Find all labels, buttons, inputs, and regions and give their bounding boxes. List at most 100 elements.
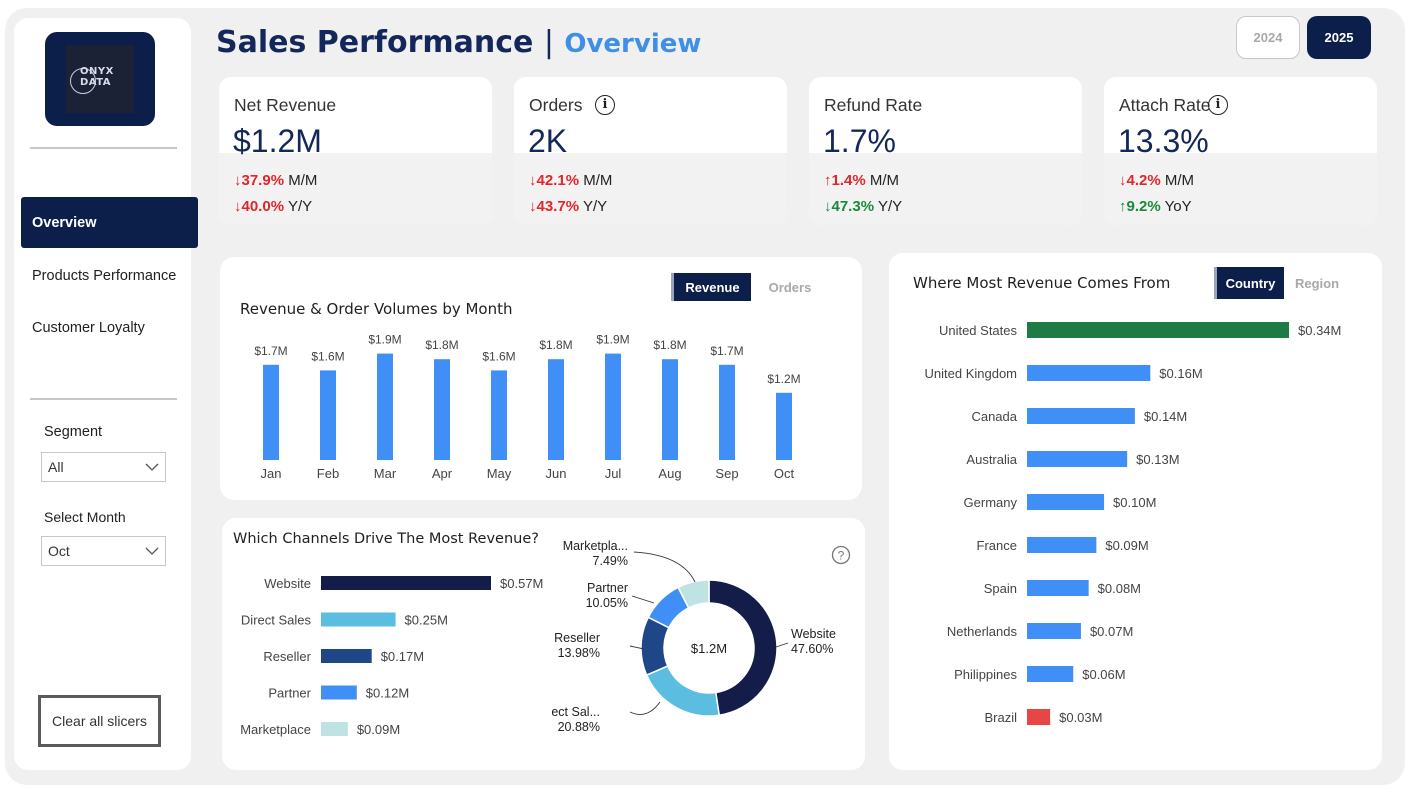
kpi-change-pct: 47.3%	[831, 198, 875, 215]
kpi-change-period: M/M	[1164, 172, 1195, 189]
kpi-change: ↓42.1% M/M	[529, 172, 612, 189]
month-value: Oct	[48, 543, 70, 559]
nav-customer-loyalty[interactable]: Customer Loyalty	[32, 319, 145, 336]
month-tick-label: Sep	[715, 466, 738, 481]
kpi-value: 2K	[528, 123, 568, 159]
month-tick-label: Aug	[658, 466, 681, 481]
kpi-label: Orders	[529, 95, 583, 115]
country-bar[interactable]	[1027, 537, 1097, 553]
month-tick-label: Oct	[774, 466, 795, 481]
country-value-label: $0.13M	[1136, 452, 1179, 467]
month-bar[interactable]	[776, 392, 792, 460]
channel-value-label: $0.17M	[381, 649, 424, 664]
month-tick-label: Jun	[546, 466, 567, 481]
kpi-value: 13.3%	[1118, 123, 1209, 159]
arrow-down-icon: ↓	[529, 172, 537, 189]
month-dropdown[interactable]: Oct	[41, 536, 166, 566]
channel-value-label: $0.57M	[500, 576, 543, 591]
kpi-value: 1.7%	[823, 123, 896, 159]
kpi-change: ↓37.9% M/M	[234, 172, 317, 189]
toggle-country[interactable]: Country	[1214, 267, 1284, 299]
month-bar[interactable]	[719, 364, 735, 460]
donut-slice[interactable]	[708, 579, 778, 717]
chevron-down-icon	[145, 463, 159, 471]
month-value-label: $1.9M	[596, 333, 629, 347]
country-label: Netherlands	[947, 624, 1018, 639]
country-bar[interactable]	[1027, 408, 1135, 424]
month-tick-label: Feb	[317, 466, 339, 481]
kpi-change-area	[809, 153, 1082, 225]
clear-slicers-button[interactable]: Clear all slicers	[38, 695, 161, 747]
question-icon[interactable]: ?	[831, 545, 851, 565]
month-tick-label: Apr	[432, 466, 453, 481]
channel-bar[interactable]	[321, 685, 357, 700]
toggle-region[interactable]: Region	[1294, 275, 1340, 291]
country-value-label: $0.06M	[1082, 667, 1125, 682]
donut-slice[interactable]	[645, 664, 721, 717]
country-label: Philippines	[954, 667, 1017, 682]
country-bar[interactable]	[1027, 494, 1105, 510]
nav-overview[interactable]: Overview	[21, 197, 198, 248]
arrow-down-icon: ↓	[234, 172, 242, 189]
channel-value-label: $0.25M	[405, 613, 448, 628]
donut-slice-label: Reseller	[554, 631, 600, 645]
channel-bar[interactable]	[321, 612, 396, 627]
month-bar[interactable]	[377, 353, 393, 460]
chevron-down-icon	[145, 547, 159, 555]
month-bar[interactable]	[662, 359, 678, 460]
month-bar[interactable]	[548, 359, 564, 460]
channel-value-label: $0.12M	[366, 686, 409, 701]
month-bar[interactable]	[263, 364, 279, 460]
country-label: Canada	[971, 409, 1017, 424]
country-value-label: $0.03M	[1059, 710, 1102, 725]
country-bar[interactable]	[1027, 709, 1051, 725]
donut-slice-label: Website	[791, 627, 836, 641]
toggle-revenue[interactable]: Revenue	[671, 273, 751, 301]
month-value-label: $1.9M	[368, 333, 401, 347]
country-bar[interactable]	[1027, 451, 1128, 467]
arrow-up-icon: ↑	[824, 172, 832, 189]
year-2024-button[interactable]: 2024	[1236, 16, 1300, 59]
country-label: Brazil	[984, 710, 1017, 725]
month-tick-label: May	[487, 466, 512, 481]
donut-slice[interactable]	[677, 579, 710, 609]
info-icon[interactable]: i	[1208, 95, 1228, 115]
month-tick-label: Jul	[605, 466, 622, 481]
kpi-change-pct: 4.2%	[1126, 172, 1161, 189]
toggle-orders[interactable]: Orders	[768, 279, 812, 295]
month-bar[interactable]	[491, 370, 507, 460]
donut-slice-label: Partner	[587, 581, 628, 595]
country-bar[interactable]	[1027, 666, 1074, 682]
kpi-change-period: YoY	[1164, 198, 1192, 215]
kpi-change: ↓47.3% Y/Y	[824, 198, 902, 215]
channel-bar[interactable]	[321, 722, 348, 736]
nav-products-performance[interactable]: Products Performance	[32, 267, 177, 284]
info-icon[interactable]: i	[595, 95, 615, 115]
logo-globe-icon	[70, 68, 96, 94]
month-bar[interactable]	[605, 353, 621, 460]
country-bar[interactable]	[1027, 580, 1089, 596]
sidebar-divider	[30, 398, 177, 400]
channel-bar[interactable]	[321, 649, 372, 663]
donut-leader-line	[629, 645, 645, 650]
month-bar[interactable]	[320, 370, 336, 460]
month-value-label: $1.2M	[767, 372, 800, 386]
month-bar[interactable]	[434, 359, 450, 460]
svg-text:?: ?	[838, 549, 845, 563]
kpi-change-pct: 42.1%	[536, 172, 580, 189]
country-bar[interactable]	[1027, 623, 1081, 639]
country-bar[interactable]	[1027, 365, 1151, 381]
donut-leader-line	[775, 642, 789, 648]
monthly-bar-chart: $1.7M Jan $1.6M Feb $1.9M Mar $1.8M Apr $1.6M May…	[254, 333, 800, 481]
channel-bar-chart: Website $0.57M Direct Sales $0.25M Reseller $…	[240, 576, 543, 737]
channel-bar[interactable]	[321, 576, 491, 590]
segment-dropdown[interactable]: All	[41, 452, 166, 482]
kpi-change: ↓43.7% Y/Y	[529, 198, 607, 215]
country-panel	[889, 253, 1382, 770]
segment-value: All	[48, 459, 64, 475]
country-bar[interactable]	[1027, 322, 1289, 338]
month-label: Select Month	[44, 509, 126, 525]
country-value-label: $0.09M	[1105, 538, 1148, 553]
monthly-chart-title: Revenue & Order Volumes by Month	[240, 300, 513, 318]
year-2025-button[interactable]: 2025	[1307, 16, 1371, 59]
